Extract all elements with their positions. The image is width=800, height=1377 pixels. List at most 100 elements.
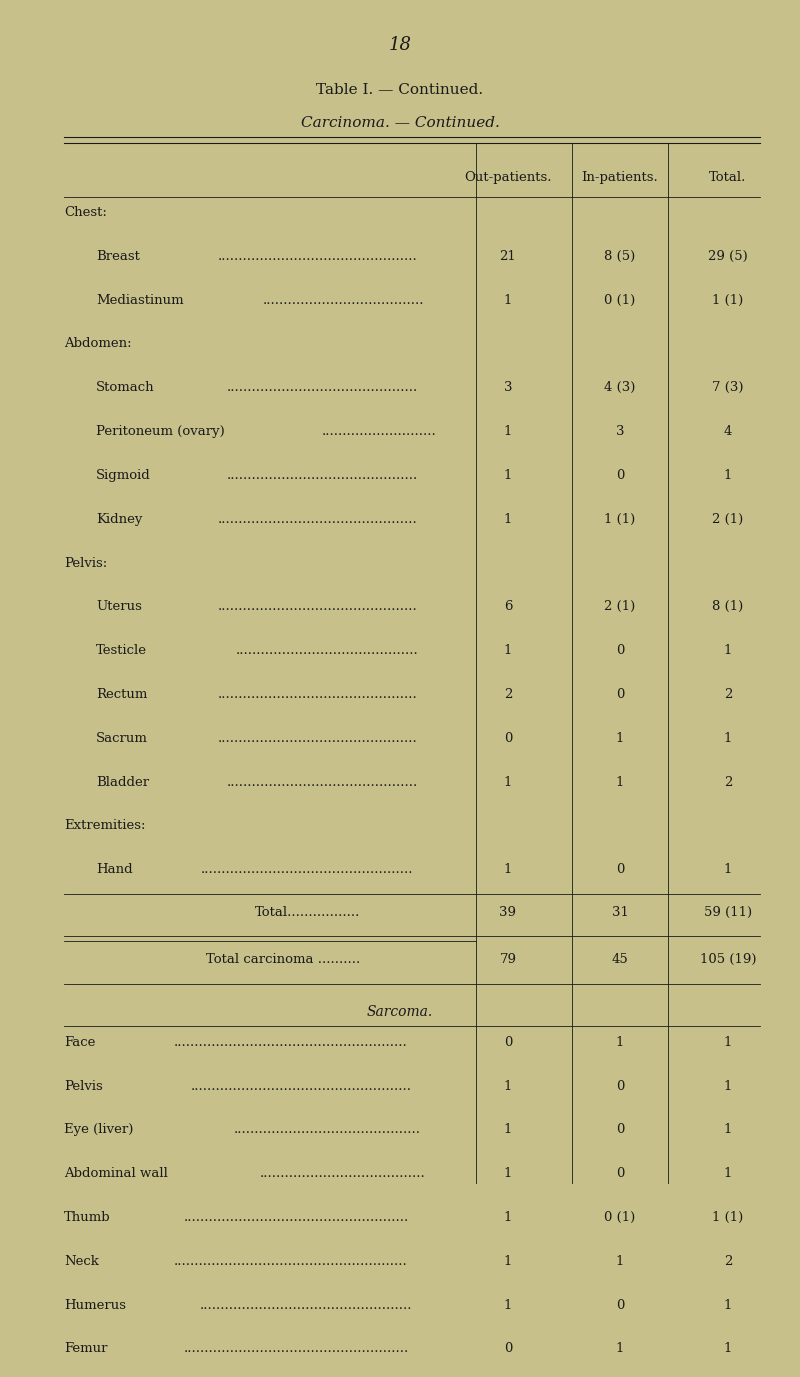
Text: Carcinoma. — Continued.: Carcinoma. — Continued.	[301, 116, 499, 129]
Text: Face: Face	[64, 1036, 95, 1049]
Text: 1 (1): 1 (1)	[604, 512, 636, 526]
Text: 1: 1	[724, 1080, 732, 1092]
Text: Total.: Total.	[710, 171, 746, 183]
Text: 1: 1	[504, 1168, 512, 1180]
Text: 1: 1	[504, 1210, 512, 1224]
Text: Abdominal wall: Abdominal wall	[64, 1168, 168, 1180]
Text: In-patients.: In-patients.	[582, 171, 658, 183]
Text: 1: 1	[724, 1036, 732, 1049]
Text: Sigmoid: Sigmoid	[96, 470, 150, 482]
Text: Pelvis: Pelvis	[64, 1080, 102, 1092]
Text: ...............................................: ........................................…	[218, 249, 417, 263]
Text: ...........................: ...........................	[322, 425, 437, 438]
Text: 1: 1	[616, 1343, 624, 1355]
Text: .......................................: .......................................	[260, 1168, 426, 1180]
Text: 18: 18	[389, 36, 411, 54]
Text: ....................................................: ........................................…	[190, 1080, 412, 1092]
Text: 1: 1	[504, 644, 512, 657]
Text: Uterus: Uterus	[96, 600, 142, 613]
Text: .............................................: ........................................…	[226, 381, 418, 394]
Text: Extremities:: Extremities:	[64, 819, 146, 833]
Text: 4 (3): 4 (3)	[604, 381, 636, 394]
Text: Peritoneum (ovary): Peritoneum (ovary)	[96, 425, 225, 438]
Text: ......................................: ......................................	[262, 293, 424, 307]
Text: ...............................................: ........................................…	[218, 688, 417, 701]
Text: Rectum: Rectum	[96, 688, 147, 701]
Text: 1: 1	[616, 1036, 624, 1049]
Text: 1: 1	[616, 731, 624, 745]
Text: 79: 79	[499, 953, 517, 967]
Text: ...............................................: ........................................…	[218, 731, 417, 745]
Text: Sacrum: Sacrum	[96, 731, 148, 745]
Text: 1: 1	[504, 863, 512, 876]
Text: Stomach: Stomach	[96, 381, 154, 394]
Text: Humerus: Humerus	[64, 1299, 126, 1312]
Text: 7 (3): 7 (3)	[712, 381, 744, 394]
Text: .............................................: ........................................…	[226, 775, 418, 789]
Text: .............................................: ........................................…	[226, 470, 418, 482]
Text: 2 (1): 2 (1)	[604, 600, 636, 613]
Text: 21: 21	[500, 249, 516, 263]
Text: 1: 1	[724, 644, 732, 657]
Text: 1 (1): 1 (1)	[712, 1210, 744, 1224]
Text: 0: 0	[616, 1124, 624, 1136]
Text: 1: 1	[504, 1254, 512, 1268]
Text: .....................................................: ........................................…	[183, 1343, 409, 1355]
Text: 1: 1	[504, 293, 512, 307]
Text: 1: 1	[616, 1254, 624, 1268]
Text: 1 (1): 1 (1)	[712, 293, 744, 307]
Text: 6: 6	[504, 600, 512, 613]
Text: 8 (5): 8 (5)	[604, 249, 636, 263]
Text: Neck: Neck	[64, 1254, 99, 1268]
Text: 0: 0	[616, 644, 624, 657]
Text: ...............................................: ........................................…	[218, 600, 417, 613]
Text: ..................................................: ........................................…	[201, 863, 413, 876]
Text: Pelvis:: Pelvis:	[64, 556, 107, 570]
Text: Femur: Femur	[64, 1343, 107, 1355]
Text: ..................................................: ........................................…	[200, 1299, 413, 1312]
Text: 1: 1	[504, 1299, 512, 1312]
Text: 0 (1): 0 (1)	[604, 1210, 636, 1224]
Text: 8 (1): 8 (1)	[712, 600, 744, 613]
Text: Testicle: Testicle	[96, 644, 147, 657]
Text: Total carcinoma ..........: Total carcinoma ..........	[206, 953, 360, 967]
Text: .....................................................: ........................................…	[183, 1210, 409, 1224]
Text: Hand: Hand	[96, 863, 133, 876]
Text: 0: 0	[616, 470, 624, 482]
Text: Kidney: Kidney	[96, 512, 142, 526]
Text: .......................................................: ........................................…	[174, 1254, 408, 1268]
Text: Thumb: Thumb	[64, 1210, 110, 1224]
Text: 0 (1): 0 (1)	[604, 293, 636, 307]
Text: 0: 0	[616, 1299, 624, 1312]
Text: 31: 31	[611, 906, 629, 918]
Text: .......................................................: ........................................…	[174, 1036, 408, 1049]
Text: 1: 1	[504, 512, 512, 526]
Text: 1: 1	[724, 1299, 732, 1312]
Text: 1: 1	[504, 1124, 512, 1136]
Text: Abdomen:: Abdomen:	[64, 337, 132, 351]
Text: Eye (liver): Eye (liver)	[64, 1124, 134, 1136]
Text: 4: 4	[724, 425, 732, 438]
Text: 2 (1): 2 (1)	[712, 512, 744, 526]
Text: 0: 0	[616, 1168, 624, 1180]
Text: 0: 0	[504, 1343, 512, 1355]
Text: 1: 1	[616, 775, 624, 789]
Text: 29 (5): 29 (5)	[708, 249, 748, 263]
Text: 2: 2	[724, 775, 732, 789]
Text: Breast: Breast	[96, 249, 140, 263]
Text: 1: 1	[504, 470, 512, 482]
Text: 105 (19): 105 (19)	[700, 953, 756, 967]
Text: Table I. — Continued.: Table I. — Continued.	[317, 83, 483, 96]
Text: 0: 0	[504, 731, 512, 745]
Text: Sarcoma.: Sarcoma.	[367, 1005, 433, 1019]
Text: Mediastinum: Mediastinum	[96, 293, 184, 307]
Text: 1: 1	[724, 1168, 732, 1180]
Text: 1: 1	[724, 1343, 732, 1355]
Text: 0: 0	[616, 863, 624, 876]
Text: 2: 2	[504, 688, 512, 701]
Text: 0: 0	[616, 1080, 624, 1092]
Text: Bladder: Bladder	[96, 775, 149, 789]
Text: 3: 3	[504, 381, 512, 394]
Text: 1: 1	[504, 425, 512, 438]
Text: 1: 1	[724, 1124, 732, 1136]
